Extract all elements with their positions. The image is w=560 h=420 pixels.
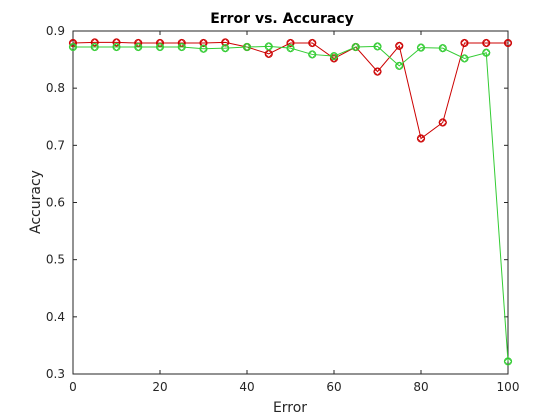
point-diamond-marker bbox=[395, 41, 404, 51]
data-point bbox=[503, 38, 513, 48]
data-point bbox=[286, 43, 295, 53]
data-point bbox=[199, 38, 208, 48]
data-point bbox=[373, 67, 382, 76]
data-point bbox=[90, 38, 99, 47]
point-diamond-marker bbox=[308, 50, 317, 59]
data-point bbox=[112, 42, 121, 52]
data-point bbox=[416, 134, 426, 143]
y-tick-label: 0.9 bbox=[46, 24, 65, 38]
point-diamond-marker bbox=[199, 38, 208, 48]
point-diamond-marker bbox=[90, 42, 99, 52]
point-diamond-marker bbox=[460, 54, 469, 63]
point-diamond-marker bbox=[199, 44, 208, 53]
plot-area bbox=[72, 30, 509, 375]
axis-ticks: 0 20 40 60 80 100 0.3 0.4 0.5 0.6 0.7 0.8 0.9 bbox=[46, 24, 520, 394]
point-diamond-marker bbox=[134, 42, 143, 52]
point-diamond-marker bbox=[177, 42, 186, 52]
x-axis-label: Error bbox=[273, 400, 307, 416]
data-point bbox=[395, 61, 404, 71]
x-tick-label: 100 bbox=[497, 380, 520, 394]
point-diamond-marker bbox=[112, 38, 121, 47]
data-point bbox=[155, 42, 165, 52]
data-point bbox=[221, 43, 230, 53]
point-diamond-marker bbox=[395, 61, 404, 71]
data-point bbox=[286, 38, 295, 48]
point-diamond-marker bbox=[373, 42, 382, 51]
series-1 bbox=[68, 38, 513, 143]
x-tick-label: 0 bbox=[69, 380, 77, 394]
series-line bbox=[73, 45, 509, 362]
point-diamond-marker bbox=[503, 357, 513, 366]
point-diamond-marker bbox=[90, 38, 99, 47]
point-diamond-marker bbox=[503, 38, 513, 48]
point-diamond-marker bbox=[416, 134, 426, 143]
data-point bbox=[416, 43, 426, 52]
point-diamond-marker bbox=[286, 43, 295, 53]
point-diamond-marker bbox=[112, 42, 121, 52]
point-diamond-marker bbox=[416, 43, 426, 52]
series-line bbox=[72, 41, 508, 140]
y-tick-label: 0.6 bbox=[46, 196, 65, 210]
point-diamond-marker bbox=[308, 38, 317, 48]
data-point bbox=[482, 48, 491, 57]
point-diamond-marker bbox=[329, 51, 339, 61]
data-point bbox=[308, 50, 317, 59]
data-point bbox=[177, 42, 186, 52]
chart-title: Error vs. Accuracy bbox=[210, 11, 354, 27]
data-point bbox=[68, 42, 78, 52]
data-point bbox=[329, 51, 339, 61]
data-point bbox=[308, 38, 317, 48]
series-2 bbox=[68, 42, 513, 366]
data-point bbox=[90, 42, 99, 52]
point-diamond-marker bbox=[482, 38, 491, 48]
data-point bbox=[460, 38, 469, 48]
data-point bbox=[221, 38, 230, 47]
data-point bbox=[242, 42, 252, 52]
data-point bbox=[373, 42, 382, 51]
point-diamond-marker bbox=[221, 43, 230, 53]
data-point bbox=[482, 38, 491, 48]
series-layer bbox=[68, 38, 513, 366]
point-diamond-marker bbox=[264, 42, 273, 51]
y-axis-label: Accuracy bbox=[28, 170, 44, 234]
point-diamond-marker bbox=[438, 118, 447, 127]
y-tick-label: 0.3 bbox=[46, 367, 65, 381]
x-tick-label: 80 bbox=[413, 380, 428, 394]
data-point bbox=[395, 41, 404, 51]
data-point bbox=[264, 42, 273, 51]
point-diamond-marker bbox=[242, 42, 252, 52]
point-diamond-marker bbox=[221, 38, 230, 47]
data-point bbox=[112, 38, 121, 47]
point-diamond-marker bbox=[286, 38, 295, 48]
data-point bbox=[438, 43, 447, 53]
point-diamond-marker bbox=[460, 38, 469, 48]
x-tick-label: 20 bbox=[152, 380, 167, 394]
point-diamond-marker bbox=[351, 42, 360, 52]
data-point bbox=[438, 118, 447, 127]
point-diamond-marker bbox=[373, 67, 382, 76]
point-diamond-marker bbox=[482, 48, 491, 57]
data-point bbox=[460, 54, 469, 63]
data-point bbox=[351, 42, 360, 52]
data-point bbox=[134, 42, 143, 52]
point-diamond-marker bbox=[68, 42, 78, 52]
x-tick-label: 60 bbox=[326, 380, 341, 394]
data-point bbox=[199, 44, 208, 53]
data-point bbox=[503, 357, 513, 366]
y-tick-label: 0.8 bbox=[46, 81, 65, 95]
point-diamond-marker bbox=[438, 43, 447, 53]
y-tick-label: 0.5 bbox=[46, 253, 65, 267]
x-tick-label: 40 bbox=[239, 380, 254, 394]
y-tick-label: 0.7 bbox=[46, 138, 65, 152]
point-diamond-marker bbox=[155, 42, 165, 52]
point-diamond-marker bbox=[264, 49, 273, 59]
y-tick-label: 0.4 bbox=[46, 310, 65, 324]
